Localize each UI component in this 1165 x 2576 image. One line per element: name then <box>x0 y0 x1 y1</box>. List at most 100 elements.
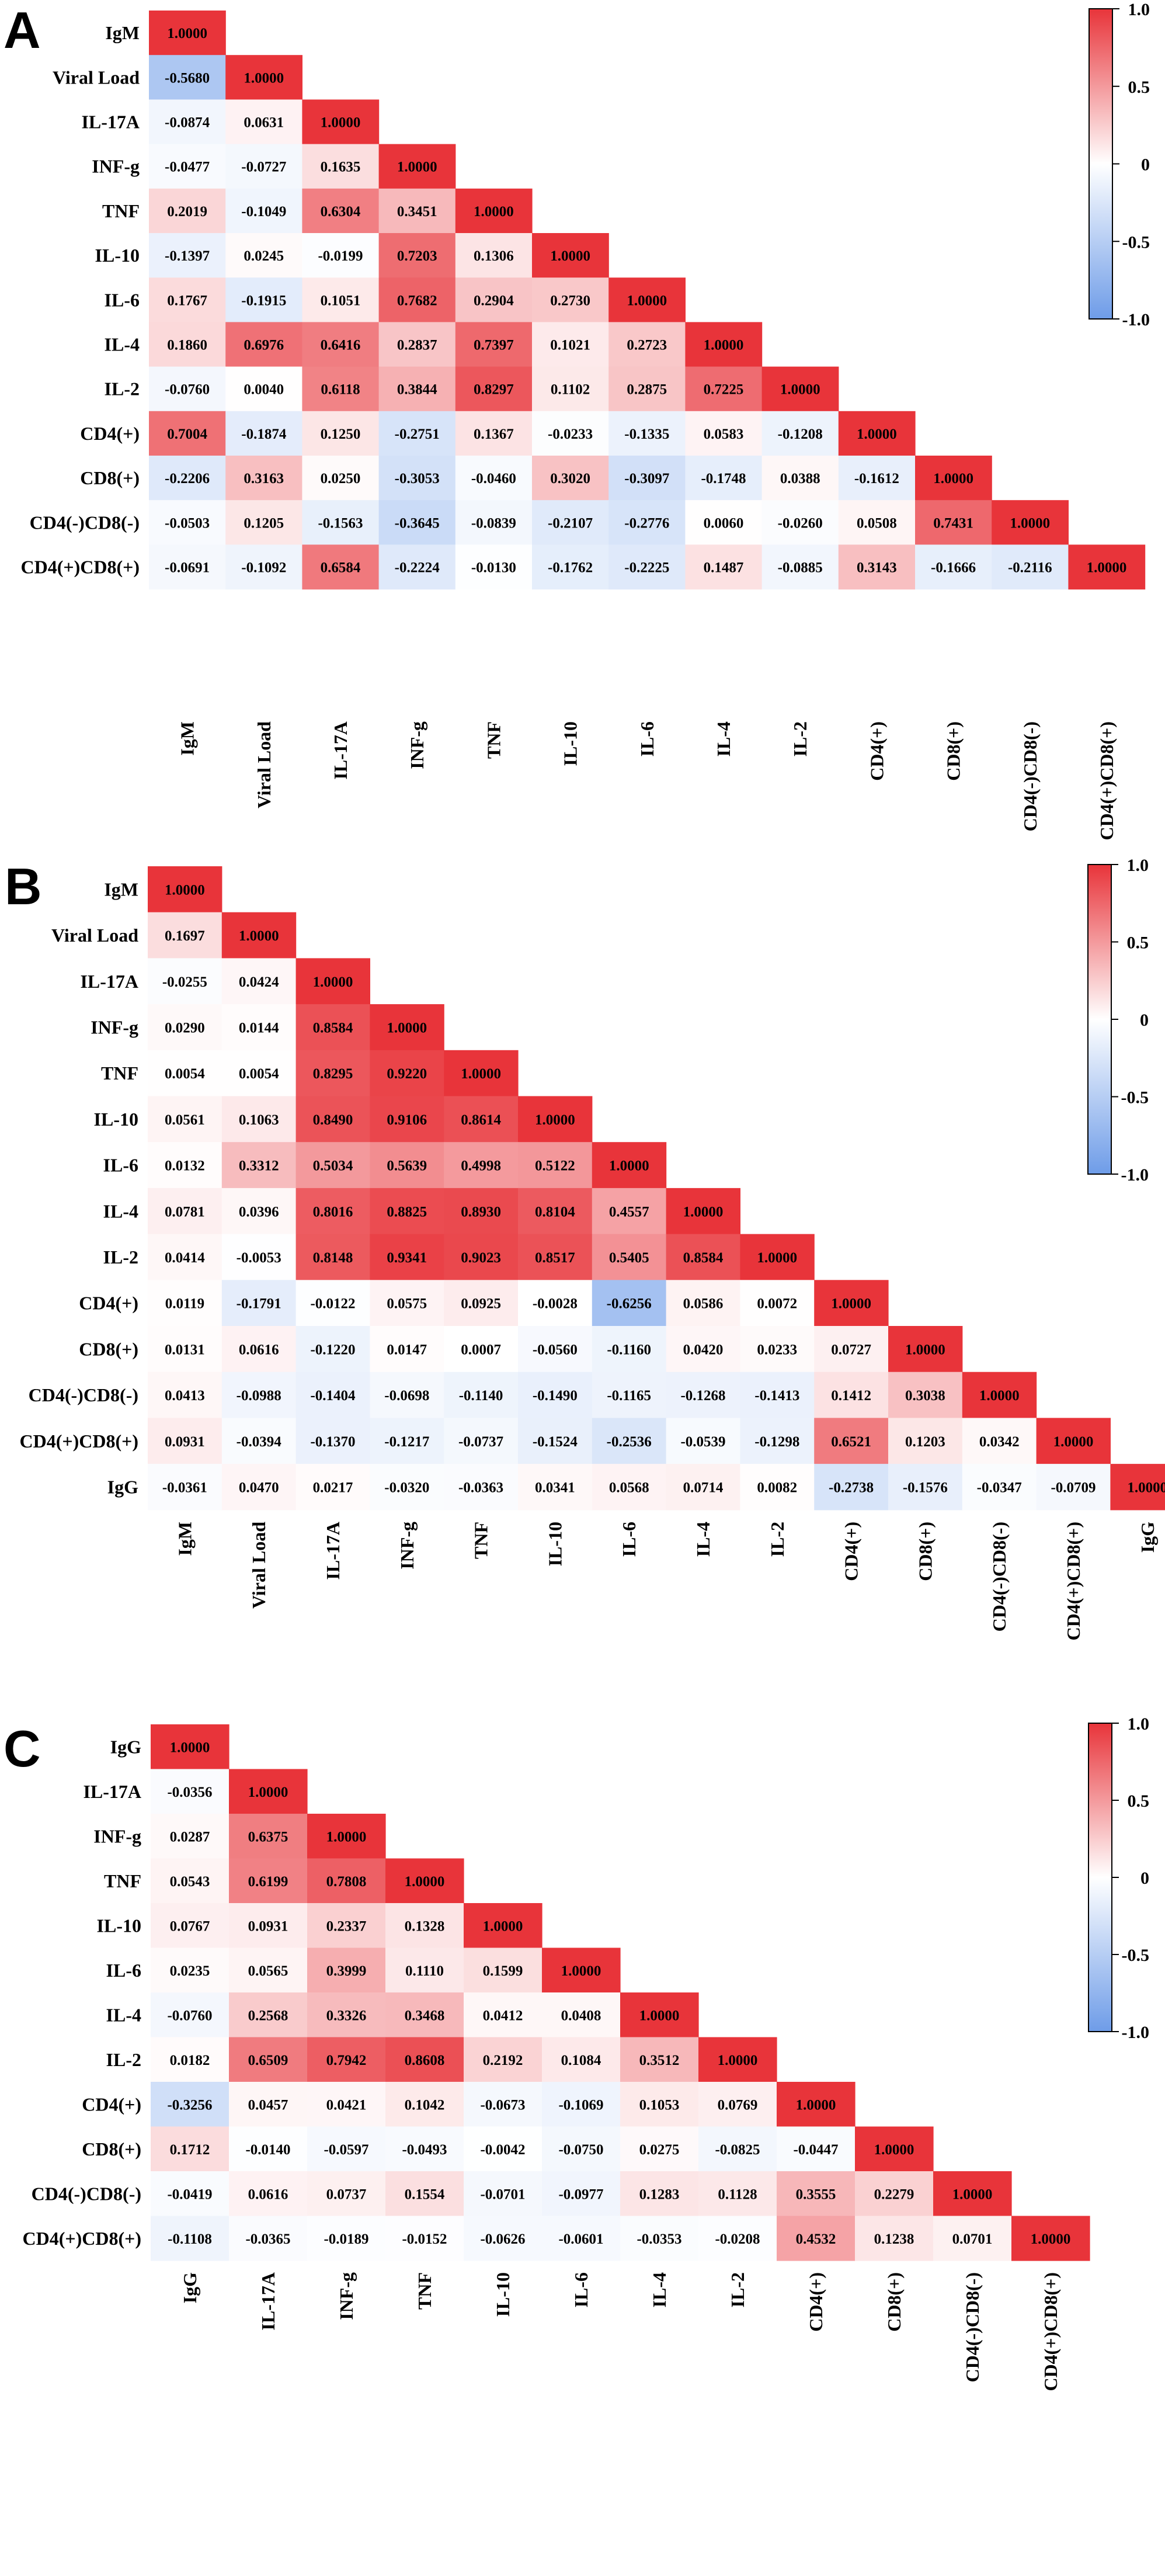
cell-value-label: 0.1697 <box>165 928 205 944</box>
cell-value-label: 0.9220 <box>387 1066 427 1082</box>
heatmap-cell <box>225 99 302 145</box>
heatmap-cell <box>148 1418 222 1464</box>
cell-value-label: 1.0000 <box>933 471 973 487</box>
cell-value-label: 0.6584 <box>321 560 361 576</box>
cell-value-label: -0.0140 <box>245 2142 290 2158</box>
cell-value-label: 0.4557 <box>609 1204 649 1220</box>
heatmap-cell <box>302 99 380 145</box>
heatmap-cell <box>385 1903 464 1949</box>
heatmap-cell <box>302 233 380 278</box>
heatmap-cell <box>542 2037 621 2082</box>
colorbar <box>1088 1723 1112 2032</box>
heatmap-cell <box>444 1188 519 1235</box>
cell-value-label: 0.1250 <box>321 426 361 442</box>
heatmap-cell <box>992 500 1069 545</box>
heatmap-cell <box>229 1769 308 1814</box>
heatmap-cell <box>814 1372 889 1418</box>
cell-value-label: 0.0007 <box>461 1342 501 1358</box>
heatmap-cell <box>761 366 839 412</box>
cell-value-label: -0.0189 <box>324 2231 368 2247</box>
cell-value-label: 0.0412 <box>483 2008 523 2023</box>
cell-value-label: -0.2116 <box>1008 560 1052 576</box>
row-label: IL-10 <box>95 245 140 266</box>
heatmap-cell <box>302 500 380 545</box>
heatmap-cell <box>225 456 302 501</box>
cell-value-label: -0.2738 <box>829 1480 874 1495</box>
cell-value-label: -0.3097 <box>624 471 669 487</box>
heatmap-cell <box>378 411 456 456</box>
cell-value-label: 0.1283 <box>639 2186 680 2202</box>
heatmap-cell <box>149 55 226 100</box>
heatmap-cell <box>933 2171 1012 2217</box>
heatmap-cell <box>1011 2216 1090 2261</box>
cell-value-label: 0.5639 <box>387 1158 427 1174</box>
row-label: IL-17A <box>80 971 138 992</box>
column-label: IgG <box>1137 1522 1158 1553</box>
heatmap-cell <box>370 1142 444 1189</box>
cell-value-label: 0.7808 <box>326 1874 367 1890</box>
cell-value-label: -0.1160 <box>607 1342 651 1358</box>
cell-value-label: 0.8016 <box>313 1204 353 1220</box>
row-label: INF-g <box>93 1825 141 1846</box>
cell-value-label: 0.0714 <box>683 1480 724 1495</box>
heatmap-cell <box>295 1326 370 1373</box>
heatmap-cell <box>225 55 302 100</box>
heatmap-cell <box>148 1096 222 1143</box>
cell-value-label: -0.0673 <box>480 2097 525 2113</box>
cell-value-label: -0.3256 <box>167 2097 212 2113</box>
heatmap-cell <box>1036 1418 1111 1464</box>
cell-value-label: 1.0000 <box>1031 2231 1071 2247</box>
cell-value-label: 0.0054 <box>239 1066 279 1082</box>
colorbar-tick-label: 0.5 <box>1128 1792 1150 1811</box>
heatmap-cell <box>151 2171 229 2217</box>
cell-value-label: -0.0825 <box>715 2142 760 2158</box>
cell-value-label: 0.2875 <box>627 382 667 398</box>
heatmap-cell <box>592 1142 667 1189</box>
heatmap-cell <box>370 1326 444 1373</box>
cell-value-label: 0.1128 <box>718 2186 757 2202</box>
heatmap-cell <box>592 1372 667 1418</box>
heatmap-cell <box>838 411 916 456</box>
cell-value-label: 0.3844 <box>397 382 437 398</box>
heatmap-cell <box>385 1858 464 1904</box>
cell-value-label: 0.7397 <box>474 338 514 353</box>
column-label: CD8(+) <box>884 2272 905 2332</box>
cell-value-label: 0.2568 <box>248 2008 288 2023</box>
heatmap-cell <box>385 2126 464 2172</box>
cell-value-label: 0.0543 <box>170 1874 210 1890</box>
heatmap-cell <box>620 2216 699 2261</box>
cell-value-label: 0.0561 <box>165 1112 205 1128</box>
column-label: INF-g <box>397 1522 418 1570</box>
heatmap-cell <box>532 233 609 278</box>
heatmap-cell <box>518 1234 593 1280</box>
cell-value-label: 0.0245 <box>244 248 284 264</box>
cell-value-label: -0.0361 <box>162 1480 207 1495</box>
cell-value-label: 1.0000 <box>461 1066 501 1082</box>
heatmap-cell <box>149 11 226 55</box>
column-label: IL-2 <box>767 1522 788 1557</box>
cell-value-label: -0.0760 <box>165 382 210 398</box>
row-label: IL-4 <box>106 2004 141 2025</box>
cell-value-label: 0.6521 <box>831 1434 871 1450</box>
heatmap-cell <box>295 1372 370 1418</box>
heatmap-cell <box>455 456 533 501</box>
heatmap-cell <box>685 500 763 545</box>
cell-value-label: 0.0457 <box>248 2097 288 2113</box>
cell-value-label: 0.3999 <box>326 1963 367 1979</box>
heatmap-cell <box>518 1280 593 1327</box>
cell-value-label: 1.0000 <box>561 1963 601 1979</box>
row-label: IgM <box>105 22 140 43</box>
cell-value-label: 0.0420 <box>683 1342 724 1358</box>
cell-value-label: -0.1576 <box>903 1480 948 1495</box>
cell-value-label: 0.1860 <box>167 338 207 353</box>
column-label: IgG <box>179 2272 200 2303</box>
cell-value-label: -0.0394 <box>237 1434 282 1450</box>
heatmap-cell <box>814 1280 889 1327</box>
cell-value-label: -0.1762 <box>548 560 593 576</box>
cell-value-label: 0.8517 <box>535 1250 575 1266</box>
heatmap-cell <box>455 500 533 545</box>
row-label: IL-17A <box>81 112 140 133</box>
row-label: Viral Load <box>53 67 140 88</box>
heatmap-cell <box>151 2082 229 2127</box>
cell-value-label: -0.0199 <box>318 248 363 264</box>
